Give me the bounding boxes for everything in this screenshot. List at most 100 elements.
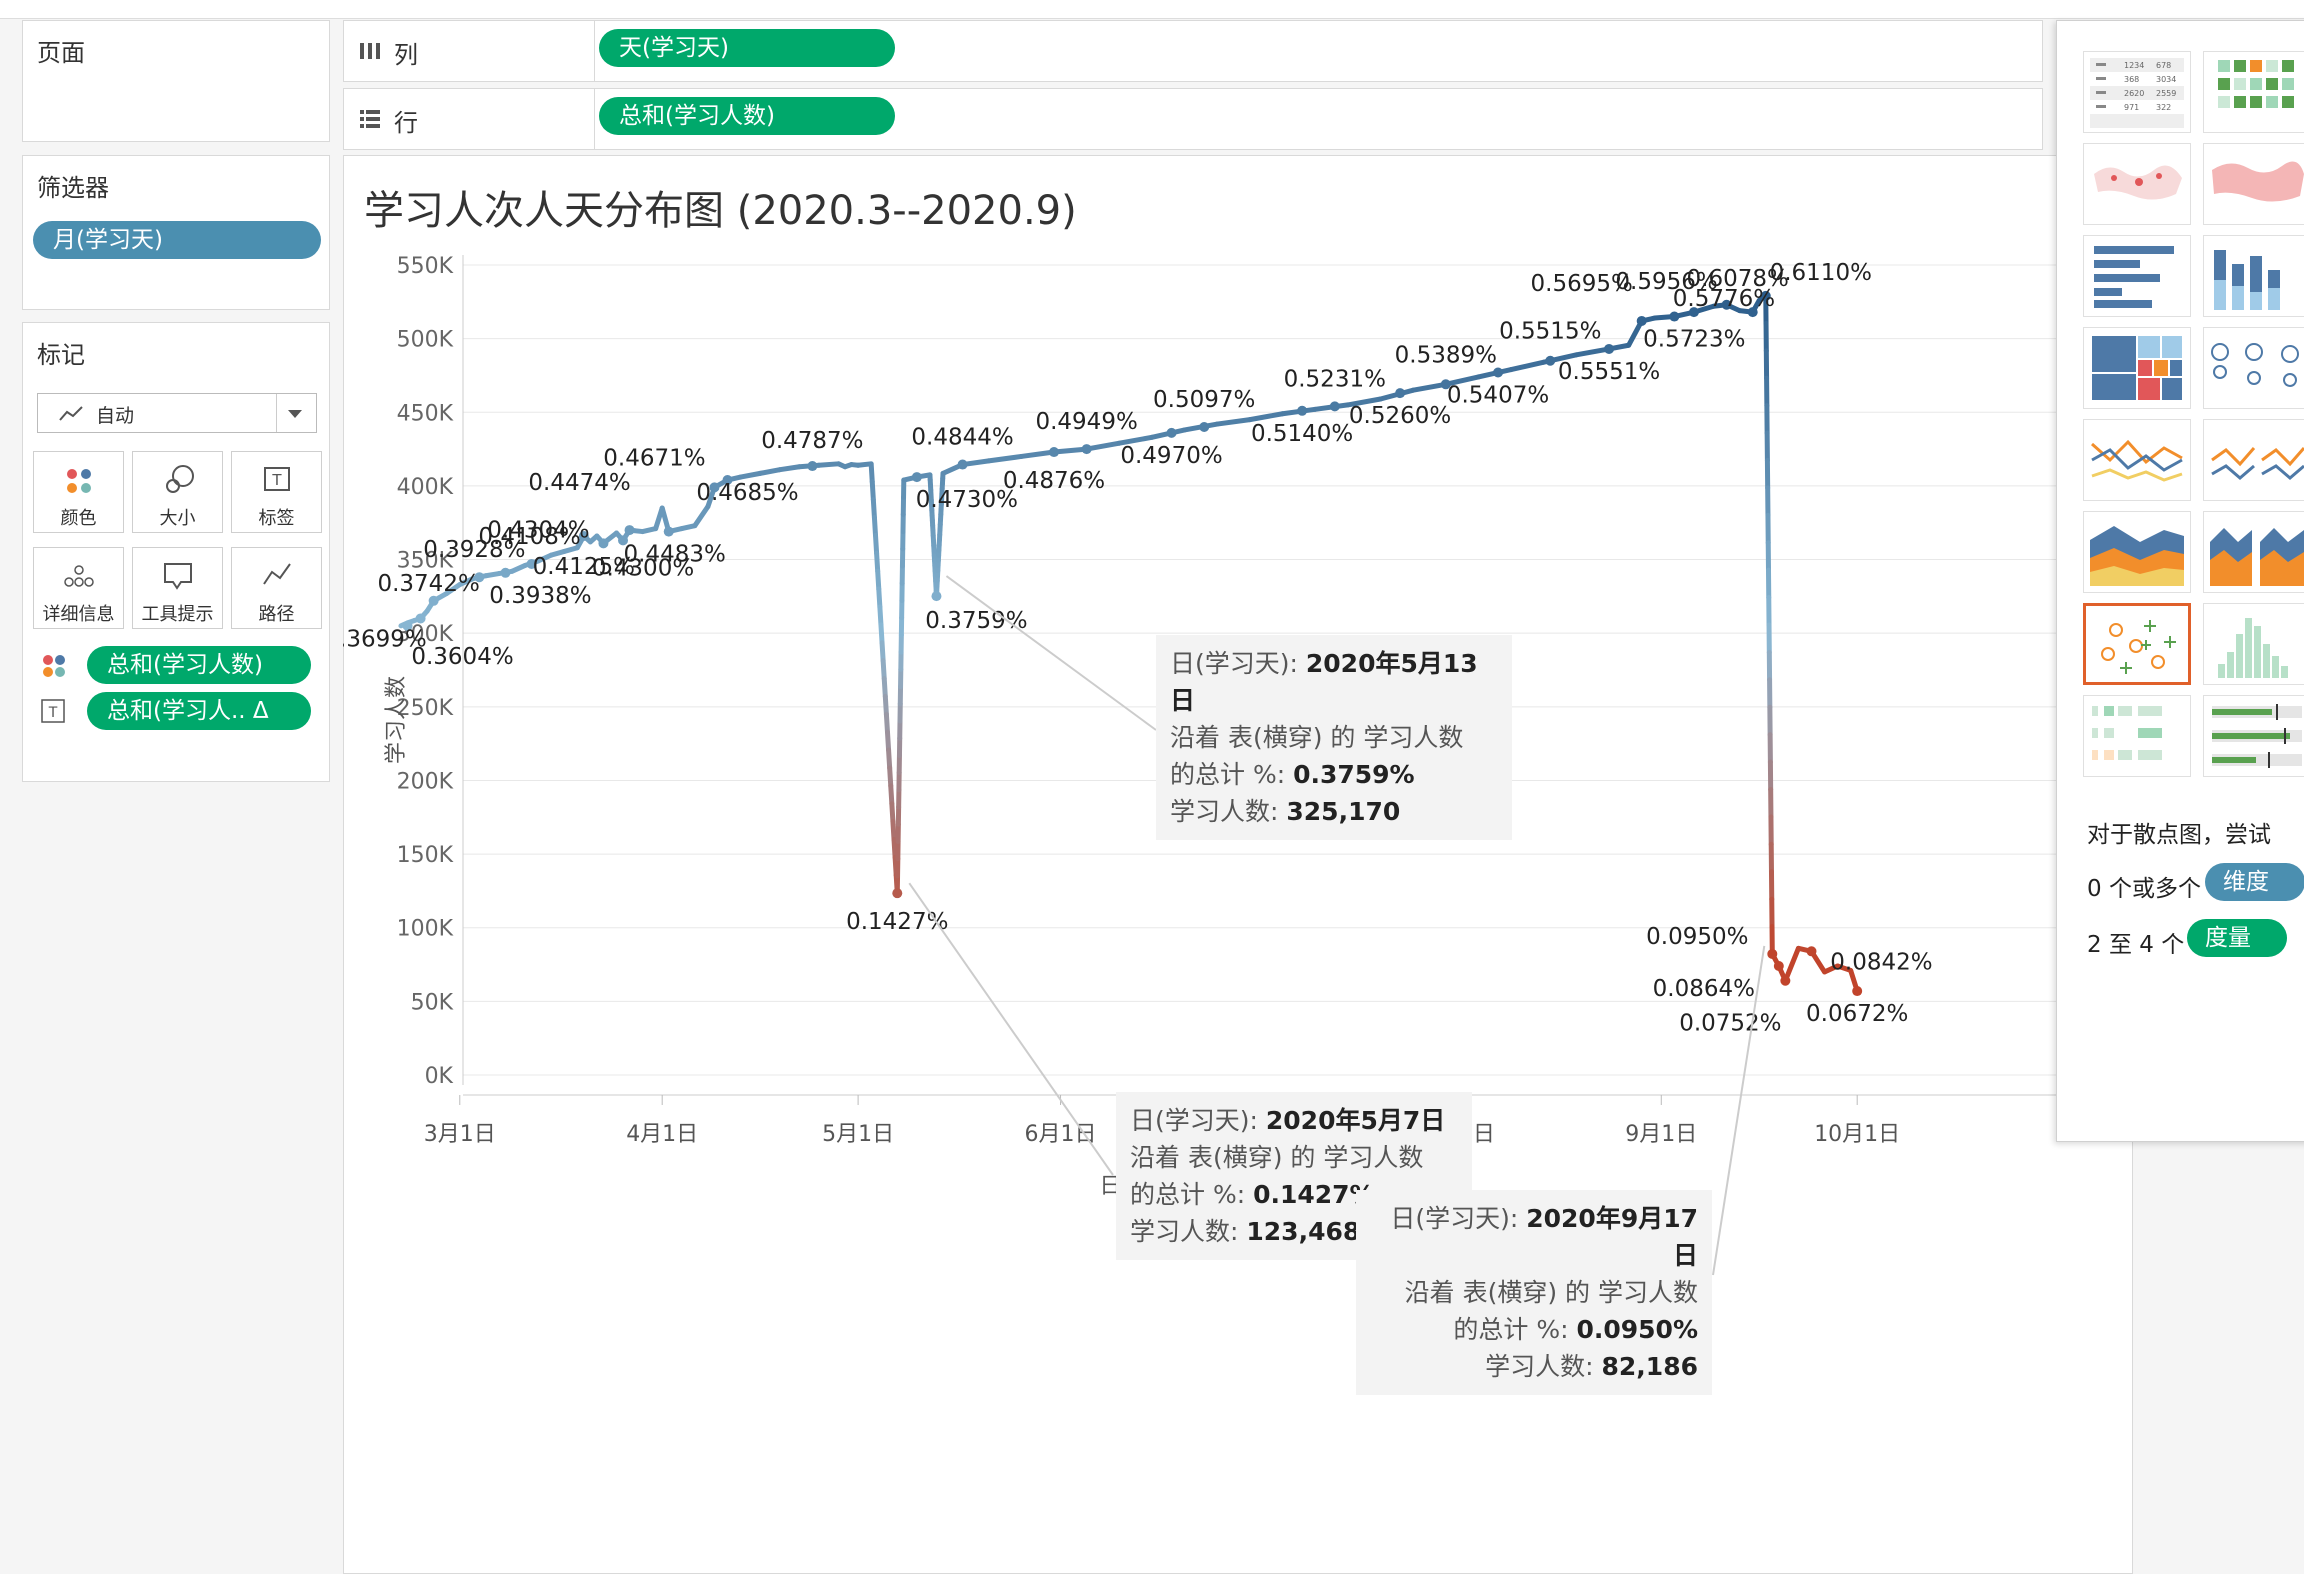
- series-line-segment: [879, 640, 886, 664]
- series-line-segment: [878, 622, 885, 646]
- data-point: [500, 567, 511, 578]
- chart-type-bullet-graph[interactable]: [2203, 695, 2304, 777]
- path-button[interactable]: 路径: [231, 547, 322, 629]
- data-label: 0.0864%: [1653, 976, 1755, 1002]
- series-line-segment: [880, 658, 887, 681]
- data-label: 0.4671%: [603, 445, 705, 471]
- y-tick-label: 200K: [397, 769, 454, 794]
- treemap-thumb-icon: [2092, 336, 2182, 400]
- data-label: 0.5407%: [1447, 383, 1549, 409]
- data-label: 0.4125%: [533, 554, 635, 580]
- data-point: [624, 525, 635, 536]
- size-button[interactable]: 大小: [132, 451, 223, 533]
- data-label: 0.3604%: [411, 644, 513, 670]
- series-line-segment: [888, 783, 895, 807]
- data-label: 0.3928%: [423, 537, 525, 563]
- series-line-segment: [1214, 417, 1253, 427]
- x-tick-label: 3月1日: [424, 1122, 496, 1147]
- filter-pill-month[interactable]: 月(学习天): [33, 221, 321, 259]
- text-label-icon: T: [264, 467, 290, 491]
- detail-button[interactable]: 详细信息: [33, 547, 124, 629]
- y-tick-label: 100K: [397, 917, 454, 942]
- chart-type-line-discrete[interactable]: [2083, 419, 2191, 501]
- chart-type-scatter[interactable]: [2083, 603, 2191, 685]
- mark-type-dropdown[interactable]: 自动: [37, 393, 317, 433]
- highlight-table-thumb-icon: [2092, 706, 2162, 760]
- tooltip-button-label: 工具提示: [141, 604, 214, 625]
- bullet-graph-thumb-icon: [2212, 704, 2302, 768]
- data-point: [709, 482, 720, 493]
- rows-divider: [594, 89, 595, 149]
- data-label: 0.4949%: [1035, 409, 1137, 435]
- series-line-segment: [891, 836, 898, 860]
- chart-type-text-table[interactable]: 1234 678 368 3034 2620 2559 971 322: [2083, 51, 2191, 133]
- columns-pill-day[interactable]: 天(学习天): [599, 29, 895, 67]
- data-label: 0.3938%: [489, 583, 591, 609]
- chart-type-symbol-map[interactable]: [2083, 143, 2191, 225]
- chart-type-heat-map[interactable]: [2203, 51, 2304, 133]
- table-thumb-v4: 2620: [2124, 89, 2144, 98]
- series-line-segment: [869, 479, 876, 503]
- chart-type-filled-map[interactable]: [2203, 143, 2304, 225]
- data-label: 0.4483%: [624, 542, 726, 568]
- data-label: 0.4876%: [1003, 468, 1105, 494]
- chart-type-area-continuous[interactable]: [2083, 511, 2191, 593]
- data-label: 0.5695%: [1531, 271, 1633, 297]
- columns-divider: [594, 21, 595, 81]
- chart-type-area-discrete[interactable]: [2203, 511, 2304, 593]
- series-line-segment: [1782, 945, 1801, 984]
- data-point: [931, 591, 942, 602]
- label-field-icon: T: [41, 699, 65, 723]
- table-thumb-v3: 3034: [2156, 75, 2176, 84]
- series-line-segment: [886, 747, 893, 771]
- chart-title: 学习人次人天分布图 (2020.3--2020.9): [364, 188, 1077, 234]
- rows-shelf[interactable]: 行 总和(学习人数): [343, 88, 2043, 150]
- chart-type-treemap[interactable]: [2083, 327, 2191, 409]
- rows-pill-sum[interactable]: 总和(学习人数): [599, 97, 895, 135]
- marks-field-pill-color[interactable]: 总和(学习人数): [87, 646, 311, 684]
- data-point: [1721, 299, 1732, 310]
- color-button[interactable]: 颜色: [33, 451, 124, 533]
- series-line-segment: [883, 711, 890, 735]
- filters-panel: 筛选器 月(学习天): [22, 155, 330, 310]
- table-thumb-v1: 678: [2156, 61, 2171, 70]
- data-label: 0.5140%: [1251, 421, 1353, 447]
- data-point: [1395, 388, 1406, 399]
- data-point: [1545, 355, 1556, 366]
- data-point: [1604, 343, 1615, 354]
- tooltip-may7-line2: 沿着 表(横穿) 的 学习人数: [1130, 1143, 1424, 1172]
- mark-type-label: 自动: [96, 405, 135, 427]
- data-label: 0.0672%: [1806, 1001, 1908, 1027]
- marks-field-pill-label[interactable]: 总和(学习人.. Δ: [87, 692, 311, 730]
- x-tick-label: 4月1日: [626, 1122, 698, 1147]
- data-label: 0.4787%: [761, 428, 863, 454]
- data-label: 0.4685%: [696, 480, 798, 506]
- chart-type-horizontal-bars[interactable]: [2083, 235, 2191, 317]
- data-label: 0.5551%: [1558, 359, 1660, 385]
- tooltip-button[interactable]: 工具提示: [132, 547, 223, 629]
- pages-panel: 页面: [22, 20, 330, 142]
- heat-map-thumb-icon: [2218, 60, 2294, 108]
- stacked-bars-thumb-icon: [2214, 250, 2280, 310]
- series-line-segment: [1247, 411, 1286, 423]
- label-button[interactable]: T 标签: [231, 451, 322, 533]
- tooltip-may13-line4: 学习人数: 325,170: [1170, 797, 1401, 826]
- area-continuous-thumb-icon: [2090, 526, 2184, 586]
- series-line-segment: [889, 801, 896, 825]
- tooltip-icon: [164, 563, 192, 590]
- chart-canvas: [343, 155, 2133, 1574]
- chart-type-circle-views[interactable]: [2203, 327, 2304, 409]
- data-label: 0.6078%: [1687, 266, 1789, 292]
- series-line-segment: [757, 467, 783, 476]
- chart-type-highlight-table[interactable]: [2083, 695, 2191, 777]
- y-tick-label: 500K: [397, 328, 454, 353]
- chart-type-stacked-bars[interactable]: [2203, 235, 2304, 317]
- columns-shelf[interactable]: 列 天(学习天): [343, 20, 2043, 82]
- marks-title: 标记: [37, 341, 85, 369]
- tooltip-may7: 日(学习天): 2020年5月7日 沿着 表(横穿) 的 学习人数 的总计 %:…: [1116, 1092, 1472, 1260]
- size-button-label: 大小: [159, 508, 196, 529]
- chart-type-dual-line[interactable]: [2203, 419, 2304, 501]
- chart-type-histogram[interactable]: [2203, 603, 2304, 685]
- tooltip-sep17-line4: 学习人数: 82,186: [1485, 1352, 1698, 1381]
- y-tick-label: 150K: [397, 843, 454, 868]
